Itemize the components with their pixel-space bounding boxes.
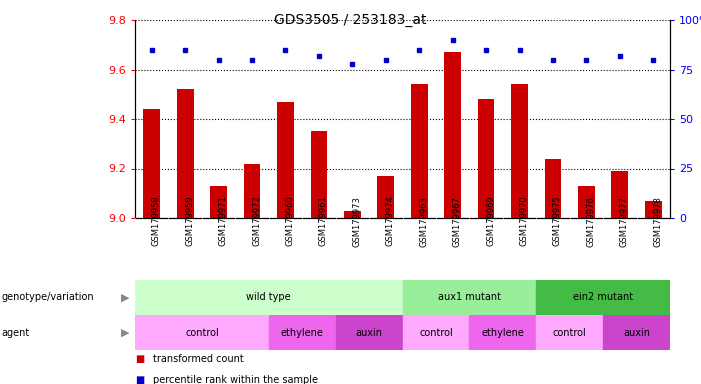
Text: ein2 mutant: ein2 mutant	[573, 293, 633, 303]
Text: ■: ■	[135, 354, 144, 364]
Text: agent: agent	[1, 328, 29, 338]
Text: GSM179963: GSM179963	[419, 196, 428, 247]
Bar	[511, 84, 528, 218]
Bar	[135, 315, 268, 350]
Bar	[177, 89, 193, 218]
Bar	[277, 102, 294, 218]
Bar	[578, 186, 594, 218]
Bar	[444, 52, 461, 218]
Text: control: control	[419, 328, 453, 338]
Text: control: control	[553, 328, 587, 338]
Text: GSM179972: GSM179972	[252, 196, 261, 247]
Text: ▶: ▶	[121, 328, 130, 338]
Text: auxin: auxin	[355, 328, 383, 338]
Bar	[545, 159, 562, 218]
Text: GSM179977: GSM179977	[620, 196, 629, 247]
Bar	[478, 99, 494, 218]
Bar	[268, 315, 336, 350]
Text: ▶: ▶	[121, 293, 130, 303]
Text: percentile rank within the sample: percentile rank within the sample	[153, 375, 318, 384]
Bar	[244, 164, 260, 218]
Bar	[135, 280, 402, 315]
Text: GSM179959: GSM179959	[185, 196, 194, 247]
Text: genotype/variation: genotype/variation	[1, 293, 94, 303]
Text: GSM179975: GSM179975	[553, 196, 562, 247]
Text: GSM179973: GSM179973	[353, 196, 361, 247]
Text: auxin: auxin	[623, 328, 650, 338]
Text: GDS3505 / 253183_at: GDS3505 / 253183_at	[274, 13, 427, 27]
Text: ethylene: ethylene	[280, 328, 324, 338]
Text: control: control	[185, 328, 219, 338]
Bar	[336, 315, 402, 350]
Text: GSM179969: GSM179969	[486, 196, 495, 247]
Text: GSM179971: GSM179971	[219, 196, 228, 247]
Bar	[536, 280, 670, 315]
Bar	[603, 315, 670, 350]
Text: ethylene: ethylene	[482, 328, 524, 338]
Bar	[144, 109, 160, 218]
Text: GSM179961: GSM179961	[319, 196, 328, 247]
Text: GSM179967: GSM179967	[453, 196, 462, 247]
Bar	[402, 280, 536, 315]
Bar	[470, 315, 536, 350]
Text: GSM179960: GSM179960	[285, 196, 294, 247]
Text: wild type: wild type	[247, 293, 291, 303]
Text: transformed count: transformed count	[153, 354, 243, 364]
Bar	[377, 176, 394, 218]
Bar	[210, 186, 227, 218]
Text: GSM179958: GSM179958	[151, 196, 161, 247]
Text: aux1 mutant: aux1 mutant	[438, 293, 501, 303]
Text: GSM179978: GSM179978	[653, 196, 662, 247]
Text: GSM179970: GSM179970	[519, 196, 529, 247]
Bar	[611, 171, 628, 218]
Bar	[402, 315, 470, 350]
Text: GSM179974: GSM179974	[386, 196, 395, 247]
Text: GSM179976: GSM179976	[587, 196, 595, 247]
Bar	[536, 315, 603, 350]
Bar	[344, 210, 361, 218]
Bar	[311, 131, 327, 218]
Bar	[645, 201, 662, 218]
Text: ■: ■	[135, 375, 144, 384]
Bar	[411, 84, 428, 218]
